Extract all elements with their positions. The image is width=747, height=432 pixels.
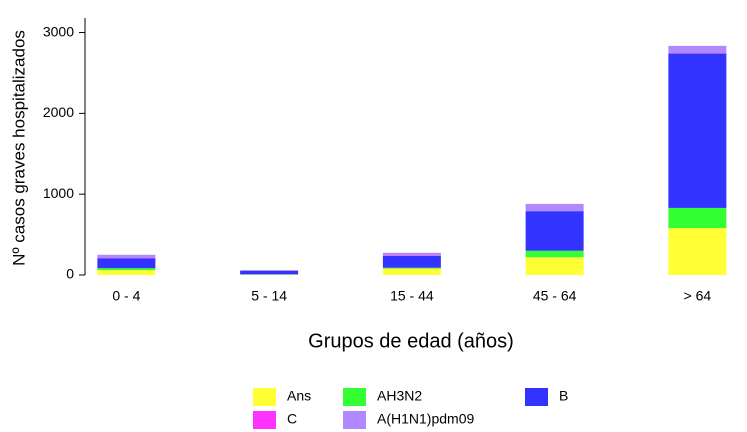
bar-segment	[240, 270, 299, 271]
legend-swatch	[343, 388, 366, 406]
bar-segment	[525, 211, 584, 251]
bar-segment	[525, 250, 584, 258]
legend-label: C	[287, 411, 297, 427]
y-axis-label: Nº casos graves hospitalizados	[9, 30, 28, 266]
x-axis-label: Grupos de edad (años)	[308, 330, 514, 352]
bar-segment	[382, 256, 441, 268]
bar-segment	[382, 252, 441, 256]
legend-swatch	[253, 388, 276, 406]
bar-segment	[97, 268, 156, 271]
legend-label: AH3N2	[377, 388, 422, 404]
y-tick-label: 1000	[43, 185, 74, 201]
legend-label: B	[559, 388, 568, 404]
x-tick-label: > 64	[684, 288, 712, 304]
legend-label: Ans	[287, 388, 311, 404]
x-tick-label: 5 - 14	[251, 288, 287, 304]
legend-swatch	[253, 411, 276, 429]
bar-segment	[668, 45, 727, 54]
bar-segment	[97, 270, 156, 275]
y-tick-label: 2000	[43, 104, 74, 120]
bar-segment	[668, 53, 727, 208]
bar-segment	[97, 258, 156, 269]
x-tick-label: 15 - 44	[390, 288, 434, 304]
bar-segment	[668, 207, 727, 229]
bar-segment	[382, 268, 441, 275]
bar-segment	[525, 203, 584, 212]
y-tick-label: 3000	[43, 23, 74, 39]
bar-segment	[382, 267, 441, 269]
y-tick-label: 0	[66, 266, 74, 282]
bar-segment	[240, 270, 299, 275]
x-tick-label: 45 - 64	[533, 288, 577, 304]
x-tick-label: 0 - 4	[112, 288, 140, 304]
legend-label: A(H1N1)pdm09	[377, 411, 474, 427]
legend-swatch	[343, 411, 366, 429]
bar-segment	[97, 254, 156, 259]
legend-swatch	[525, 388, 548, 406]
bar-segment	[525, 257, 584, 275]
bar-segment	[668, 228, 727, 275]
